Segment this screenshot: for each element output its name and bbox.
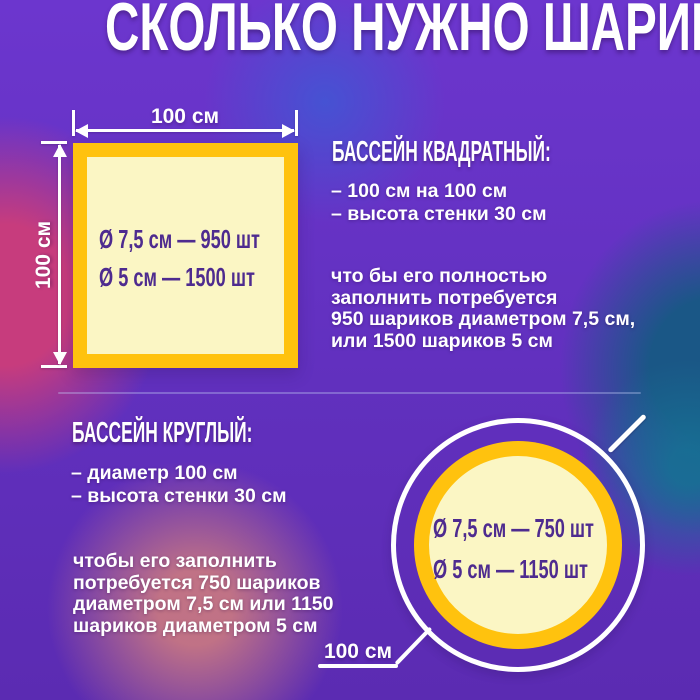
round-pool-heading: БАССЕЙН КРУГЛЫЙ:: [72, 417, 253, 449]
arrow-up-icon: [52, 144, 67, 157]
arrow-down-icon: [52, 352, 67, 365]
dimension-tick: [41, 141, 67, 144]
round-pool-outline: [391, 418, 645, 672]
square-pool-bullet-2: – высота стенки 30 см: [331, 203, 547, 225]
round-pool-inner: [429, 456, 607, 634]
dimension-tick: [41, 365, 67, 368]
leader-line-bottom: [394, 626, 433, 666]
round-capacity-line-1: Ø 7,5 см — 750 шт: [433, 513, 594, 543]
round-pool-bullet-1: – диаметр 100 см: [71, 462, 238, 484]
diameter-label-underline: [318, 664, 398, 668]
arrow-right-icon: [282, 123, 295, 138]
square-pool-inner: [87, 157, 284, 354]
leader-line-top: [607, 413, 647, 454]
square-height-label: 100 см: [32, 220, 55, 290]
round-diameter-label: 100 см: [323, 640, 393, 663]
round-pool-paragraph: чтобы его заполнить потребуется 750 шари…: [73, 550, 334, 637]
square-pool-heading: БАССЕЙН КВАДРАТНЫЙ:: [332, 136, 551, 168]
dimension-tick: [295, 110, 298, 136]
page-title: СКОЛЬКО НУЖНО ШАРИКОВ?: [105, 0, 700, 65]
square-capacity-line-2: Ø 5 см — 1500 шт: [99, 262, 255, 292]
dimension-line-width: [76, 129, 294, 132]
square-pool-bullet-1: – 100 см на 100 см: [331, 180, 508, 202]
dimension-line-height: [58, 145, 61, 364]
round-capacity-line-2: Ø 5 см — 1150 шт: [433, 554, 588, 584]
square-capacity-line-1: Ø 7,5 см — 950 шт: [99, 224, 260, 254]
section-divider: [58, 392, 641, 394]
arrow-left-icon: [75, 123, 88, 138]
square-pool-paragraph: что бы его полностью заполнить потребует…: [331, 265, 636, 352]
dimension-tick: [72, 110, 75, 136]
square-width-label: 100 см: [150, 105, 220, 128]
square-pool-shape: [73, 143, 298, 368]
round-pool-bullet-2: – высота стенки 30 см: [71, 485, 287, 507]
